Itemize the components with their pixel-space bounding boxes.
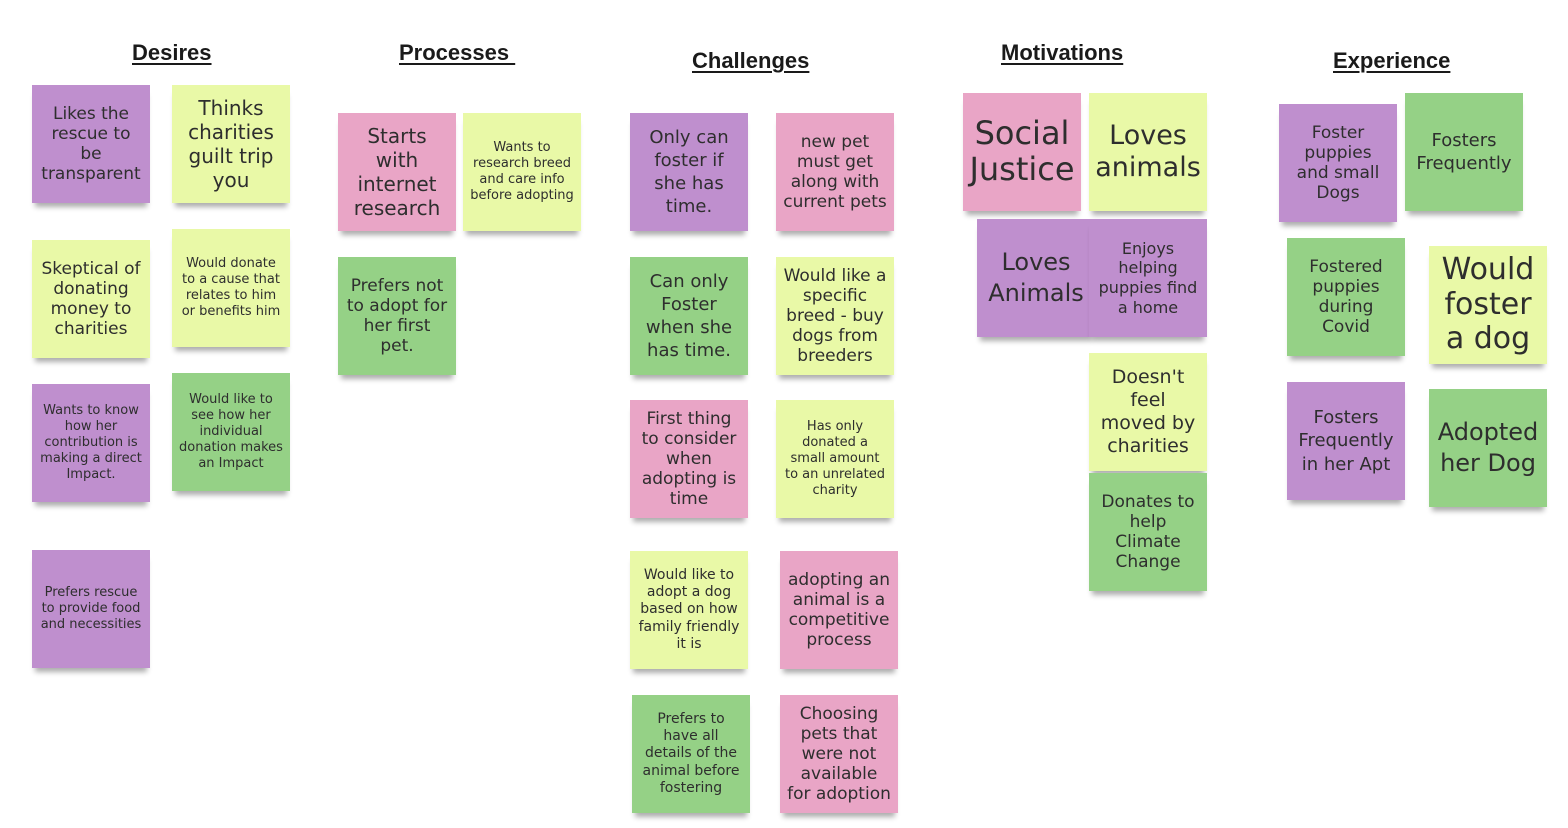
sticky-note[interactable]: Would like to see how her individual don… [172,373,290,491]
sticky-note[interactable]: Prefers to have all details of the anima… [632,695,750,813]
sticky-note[interactable]: Would donate to a cause that relates to … [172,229,290,347]
sticky-note[interactable]: Foster puppies and small Dogs [1279,104,1397,222]
sticky-note[interactable]: adopting an animal is a competitive proc… [780,551,898,669]
sticky-note[interactable]: Wants to research breed and care info be… [463,113,581,231]
sticky-note[interactable]: Loves Animals [977,219,1095,337]
sticky-note[interactable]: Skeptical of donating money to charities [32,240,150,358]
sticky-note[interactable]: Has only donated a small amount to an un… [776,400,894,518]
sticky-note[interactable]: Starts with internet research [338,113,456,231]
sticky-note[interactable]: First thing to consider when adopting is… [630,400,748,518]
sticky-note[interactable]: Loves animals [1089,93,1207,211]
sticky-note[interactable]: Would like to adopt a dog based on how f… [630,551,748,669]
sticky-note[interactable]: Thinks charities guilt trip you [172,85,290,203]
sticky-note[interactable]: Enjoys helping puppies find a home [1089,219,1207,337]
heading-experience: Experience [1333,48,1451,73]
heading-challenges: Challenges [692,48,810,73]
sticky-note[interactable]: Fosters Frequently in her Apt [1287,382,1405,500]
heading-processes: Processes [399,40,516,65]
sticky-note[interactable]: new pet must get along with current pets [776,113,894,231]
sticky-note[interactable]: Prefers rescue to provide food and neces… [32,550,150,668]
sticky-note[interactable]: Can only Foster when she has time. [630,257,748,375]
sticky-note[interactable]: Social Justice [963,93,1081,211]
sticky-note[interactable]: Fosters Frequently [1405,93,1523,211]
sticky-note[interactable]: Donates to help Climate Change [1089,473,1207,591]
sticky-note[interactable]: Only can foster if she has time. [630,113,748,231]
sticky-note[interactable]: Choosing pets that were not available fo… [780,695,898,813]
sticky-note[interactable]: Would like a specific breed - buy dogs f… [776,257,894,375]
heading-motivations: Motivations [1001,40,1124,65]
sticky-note[interactable]: Likes the rescue to be transparent [32,85,150,203]
sticky-note[interactable]: Would foster a dog [1429,246,1547,364]
sticky-note[interactable]: Fostered puppies during Covid [1287,238,1405,356]
sticky-note[interactable]: Wants to know how her contribution is ma… [32,384,150,502]
sticky-note[interactable]: Prefers not to adopt for her first pet. [338,257,456,375]
sticky-note[interactable]: Doesn't feel moved by charities [1089,353,1207,471]
sticky-note[interactable]: Adopted her Dog [1429,389,1547,507]
heading-desires: Desires [132,40,212,65]
